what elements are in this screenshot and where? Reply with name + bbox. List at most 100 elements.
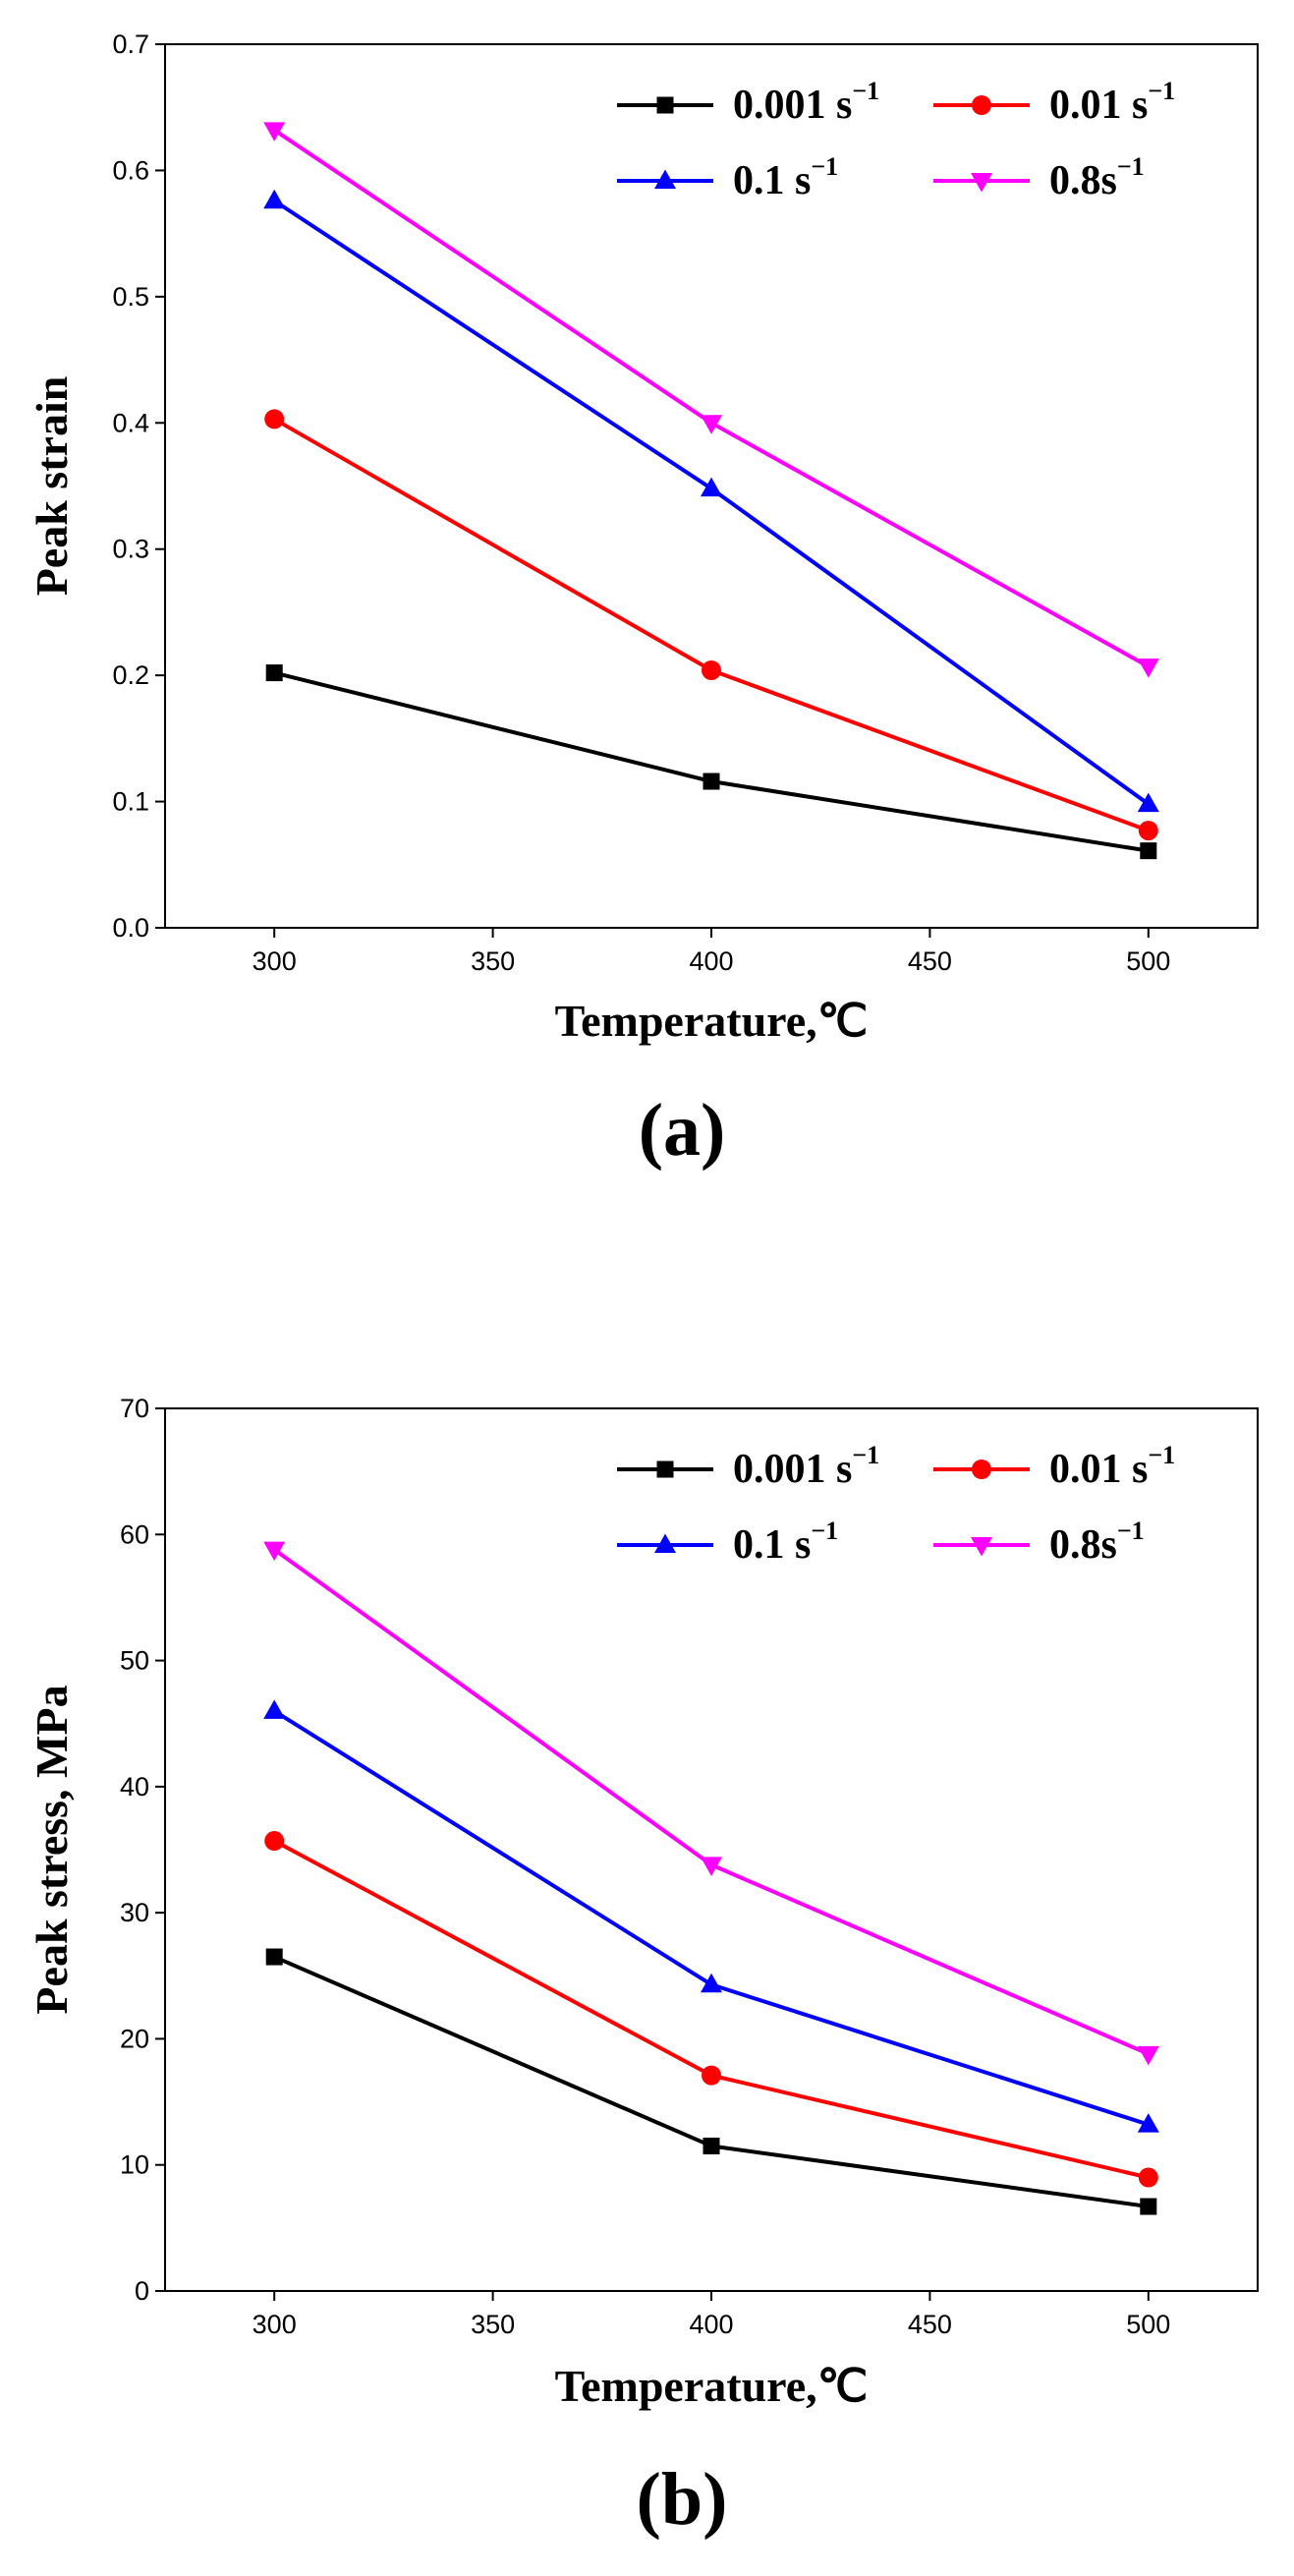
data-point — [1137, 658, 1159, 678]
y-tick-label: 0.1 — [112, 787, 149, 817]
chart-panel-a: 0.0 0.1 0.2 0.3 0.4 0.5 0.6 0.7 300 350 400 450 500 T… — [27, 29, 1259, 1172]
legend-entry: 0.1 s−1 — [617, 152, 838, 203]
legend-label: 0.1 s−1 — [733, 1517, 838, 1568]
legend-entry: 0.8s−1 — [933, 152, 1145, 203]
chart-panel-b: 0 10 20 30 40 50 60 70 300 350 400 450 500 Temperatur… — [27, 1394, 1259, 2541]
y-tick-label: 0.6 — [112, 155, 149, 185]
data-point — [1140, 842, 1157, 860]
legend-entry: 0.8s−1 — [933, 1517, 1145, 1568]
data-point — [1137, 2113, 1159, 2133]
y-tick-label: 10 — [120, 2150, 149, 2180]
y-tick-label: 40 — [120, 1772, 149, 1802]
y-tick-label: 50 — [120, 1646, 149, 1676]
x-tick-label: 500 — [1126, 2310, 1170, 2339]
data-point — [263, 122, 286, 142]
y-tick-label: 60 — [120, 1519, 149, 1549]
legend-entry: 0.001 s−1 — [617, 1441, 879, 1492]
panel-label: (a) — [639, 1089, 726, 1172]
x-tick-label: 350 — [471, 2310, 515, 2339]
y-tick-label: 20 — [120, 2024, 149, 2053]
legend-label: 0.001 s−1 — [733, 77, 879, 128]
legend-label: 0.8s−1 — [1049, 1517, 1145, 1568]
data-point — [1140, 2198, 1157, 2215]
data-point — [263, 1699, 286, 1719]
series-line-2 — [273, 199, 1150, 806]
legend-label-superscript: −1 — [1117, 152, 1145, 181]
x-axis-title: Temperature,℃ — [555, 2361, 869, 2411]
legend-marker — [972, 1460, 991, 1479]
data-point — [265, 664, 283, 682]
legend-label-text: 0.1 s — [733, 1522, 811, 1568]
y-tick-label: 30 — [120, 1898, 149, 1927]
x-tick-label: 450 — [908, 2310, 952, 2339]
x-tick-label: 300 — [253, 946, 297, 976]
data-point — [701, 1973, 722, 1993]
data-point — [264, 409, 285, 429]
legend-marker — [971, 173, 992, 193]
legend-label: 0.001 s−1 — [733, 1441, 879, 1492]
legend-marker — [654, 169, 676, 189]
series-line-0 — [273, 670, 1150, 853]
y-tick-label: 0.2 — [112, 660, 149, 690]
y-tick-label: 0.4 — [112, 408, 149, 437]
panel-label: (b) — [637, 2458, 728, 2541]
y-tick-label: 70 — [120, 1394, 149, 1423]
data-point — [701, 415, 722, 434]
legend-marker — [654, 1533, 676, 1553]
legend-marker — [656, 1460, 674, 1478]
series-line-2 — [273, 1709, 1150, 2127]
data-point — [703, 773, 720, 790]
data-point — [263, 1541, 286, 1562]
legend-entry: 0.1 s−1 — [617, 1517, 838, 1568]
y-tick-label: 0 — [135, 2276, 149, 2306]
legend-label-superscript: −1 — [852, 77, 879, 105]
legend-label-text: 0.1 s — [733, 158, 811, 203]
legend-label-text: 0.01 s — [1049, 1447, 1148, 1492]
data-point — [701, 1857, 722, 1876]
y-tick-label: 0.0 — [112, 913, 149, 943]
legend-label-superscript: −1 — [811, 1517, 838, 1545]
legend-marker — [656, 96, 674, 114]
legend-entry: 0.01 s−1 — [933, 77, 1175, 128]
data-point — [703, 2137, 720, 2154]
y-tick-label: 0.5 — [112, 282, 149, 312]
x-axis-title: Temperature,℃ — [555, 996, 869, 1046]
legend-label-text: 0.001 s — [733, 83, 852, 128]
x-tick-label: 400 — [689, 2310, 733, 2339]
legend-entry: 0.001 s−1 — [617, 77, 879, 128]
legend-entry: 0.01 s−1 — [933, 1441, 1175, 1492]
legend-label-superscript: −1 — [811, 152, 838, 181]
y-axis-title: Peak stress, MPa — [27, 1685, 77, 2014]
legend-label-text: 0.8s — [1049, 1522, 1117, 1568]
legend-label-superscript: −1 — [1148, 77, 1175, 105]
data-point — [1137, 2045, 1159, 2066]
data-point — [1138, 821, 1158, 841]
y-tick-label: 0.7 — [112, 29, 149, 59]
x-tick-label: 400 — [689, 946, 733, 976]
legend-label: 0.8s−1 — [1049, 152, 1145, 203]
data-point — [1137, 792, 1159, 813]
legend-label-text: 0.8s — [1049, 158, 1117, 203]
y-axis-title: Peak strain — [27, 376, 77, 597]
legend-label: 0.01 s−1 — [1049, 1441, 1175, 1492]
x-tick-label: 500 — [1126, 946, 1170, 976]
x-tick-label: 450 — [908, 946, 952, 976]
data-point — [264, 1831, 285, 1852]
data-point — [263, 189, 286, 209]
legend-label-superscript: −1 — [1117, 1517, 1145, 1545]
x-tick-label: 350 — [471, 946, 515, 976]
legend-label-text: 0.001 s — [733, 1447, 852, 1492]
legend-label-text: 0.01 s — [1049, 83, 1148, 128]
data-point — [701, 477, 722, 497]
series-line-1 — [273, 1839, 1150, 2180]
data-point — [265, 1948, 283, 1966]
series-line-3 — [273, 128, 1150, 668]
y-tick-label: 0.3 — [112, 535, 149, 564]
data-point — [702, 660, 721, 681]
legend-marker — [972, 95, 991, 115]
data-point — [702, 2065, 721, 2086]
legend-label-superscript: −1 — [1148, 1441, 1175, 1469]
legend-label: 0.1 s−1 — [733, 152, 838, 203]
legend-marker — [971, 1537, 992, 1557]
